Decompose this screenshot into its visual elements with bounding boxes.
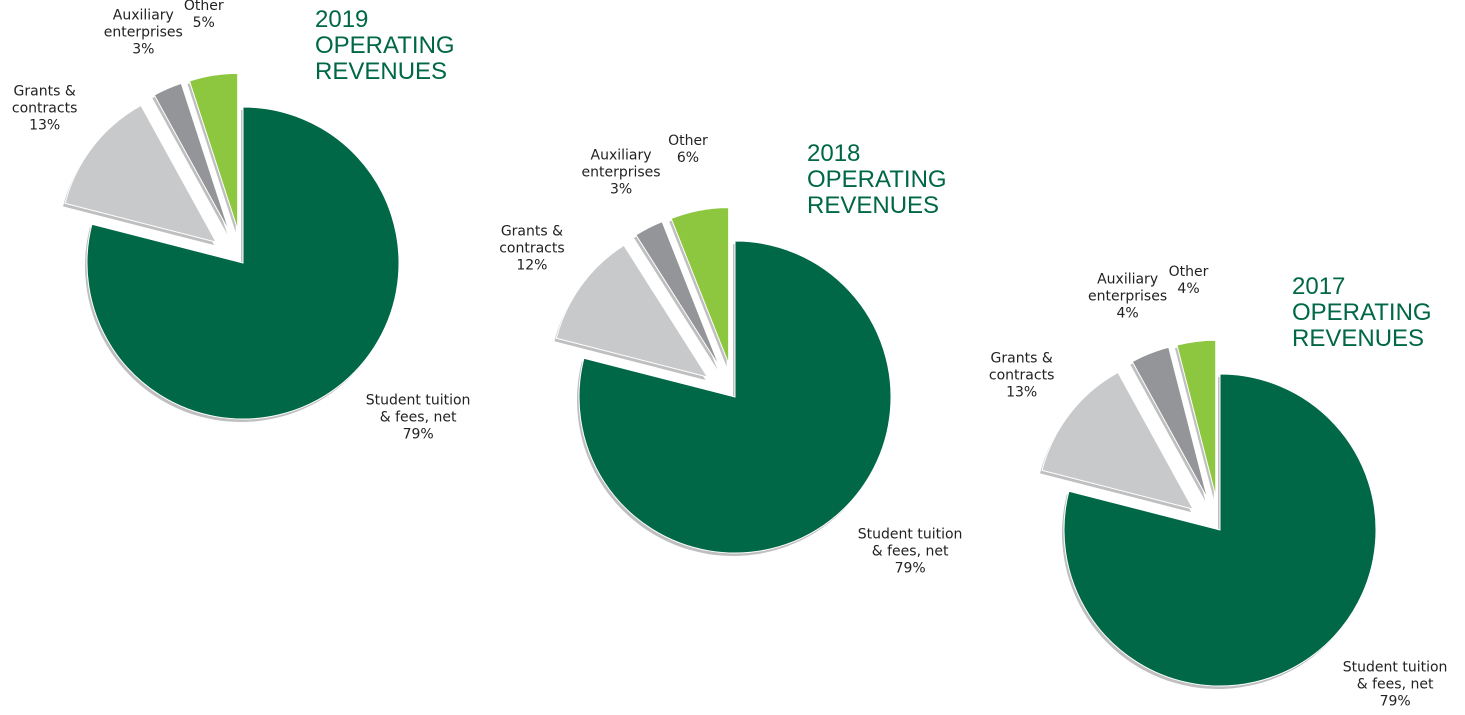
pie-slice: [578, 240, 892, 554]
pie-slice: [1063, 373, 1377, 687]
category-label: Auxiliary enterprises: [1088, 271, 1168, 305]
category-label: Student tuition & fees, net: [1342, 659, 1448, 693]
value-label: 4%: [1116, 305, 1139, 322]
slice-label: Grants & contracts 12%: [482, 224, 582, 275]
pie-slice: [153, 82, 230, 233]
category-label: Grants & contracts: [988, 350, 1055, 384]
pie-slice: [86, 106, 400, 420]
category-label: Student tuition & fees, net: [857, 526, 963, 560]
slice-label: Other 6%: [638, 133, 738, 167]
value-label: 13%: [1006, 384, 1038, 401]
slice-label: Other 4%: [1139, 264, 1239, 298]
category-label: Auxiliary enterprises: [103, 7, 183, 41]
slice-label: Student tuition & fees, net 79%: [361, 392, 475, 443]
value-label: 6%: [676, 150, 700, 167]
slice-label: Auxiliary enterprises 4%: [1078, 271, 1178, 322]
value-label: 5%: [192, 15, 215, 32]
value-label: 79%: [402, 426, 434, 443]
category-label: Other: [668, 133, 708, 150]
pie-slice: [635, 221, 721, 367]
slice-label: Student tuition & fees, net 79%: [1338, 659, 1452, 710]
value-label: 3%: [132, 41, 155, 58]
chart-title: 2019 OPERATING REVENUES: [315, 6, 455, 85]
value-label: 3%: [609, 181, 633, 198]
chart-title: 2017 OPERATING REVENUES: [1292, 273, 1432, 352]
category-label: Grants & contracts: [499, 223, 565, 257]
slice-label: Grants & contracts 13%: [0, 84, 95, 135]
slice-label: Student tuition & fees, net 79%: [853, 526, 967, 577]
category-label: Other: [183, 0, 224, 15]
slice-label: Auxiliary enterprises 3%: [571, 148, 671, 199]
pie-slice: [555, 244, 709, 378]
slice-label: Grants & contracts 13%: [972, 351, 1072, 402]
chart-title: 2018 OPERATING REVENUES: [807, 140, 947, 219]
category-label: Auxiliary enterprises: [581, 147, 661, 181]
value-label: 79%: [1379, 693, 1411, 710]
value-label: 79%: [894, 560, 926, 577]
category-label: Other: [1168, 263, 1209, 280]
slice-label: Auxiliary enterprises 3%: [93, 7, 193, 58]
slice-label: Other 5%: [154, 0, 254, 32]
pie-slice: [64, 104, 218, 243]
category-label: Grants & contracts: [11, 83, 78, 117]
pie-slice: [1041, 371, 1195, 510]
pie-slice: [1176, 339, 1217, 497]
pie-slice: [1131, 346, 1208, 499]
value-label: 13%: [29, 117, 61, 134]
pie-slice: [670, 207, 730, 364]
category-label: Student tuition & fees, net: [365, 392, 471, 426]
value-label: 12%: [516, 257, 548, 274]
value-label: 4%: [1177, 280, 1200, 297]
pie-slice: [188, 72, 239, 230]
